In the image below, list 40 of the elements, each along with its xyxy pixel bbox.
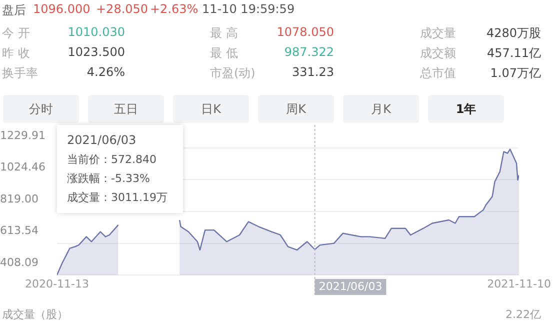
- text: +28.050: [96, 2, 148, 16]
- text: 4280万股: [486, 25, 541, 42]
- ref-line-label: 2021/06/03: [318, 280, 382, 293]
- text: 成交额: [420, 45, 456, 62]
- text: 昨 收: [2, 45, 30, 62]
- text: 457.11亿: [487, 45, 541, 62]
- text: 331.23: [292, 65, 334, 79]
- text: 换手率: [2, 65, 38, 82]
- text: 盘后: [2, 2, 26, 19]
- y-tick-label: 1024.46: [0, 160, 46, 174]
- text: 市盈(动): [210, 65, 256, 82]
- text: 月K: [371, 100, 391, 118]
- text: 今 开: [2, 25, 30, 42]
- x-tick-label: 2021-11-10: [487, 277, 552, 290]
- text: 4.26%: [86, 65, 125, 79]
- text: 11-10 19:59:59: [202, 2, 295, 16]
- y-tick-label: 408.09: [0, 256, 38, 269]
- annotation: 2021/06/03 当前价：572.840 涨跌幅：-5.33% 成交量：3011.19万: [67, 132, 168, 206]
- text: 1.07万亿: [490, 65, 541, 82]
- text: 分时: [29, 100, 53, 118]
- text: 五日: [114, 100, 138, 118]
- text: 1096.000: [33, 2, 90, 16]
- text: 1010.030: [68, 25, 125, 39]
- text: 总市值: [420, 65, 456, 82]
- text: 1078.050: [276, 25, 334, 39]
- text: 成交量: [420, 25, 456, 42]
- y-tick-label: 819.00: [0, 192, 38, 206]
- y-tick-label: 1229.91: [0, 128, 46, 142]
- y-tick-label: 613.54: [0, 224, 38, 238]
- text: 2.22亿: [506, 307, 541, 322]
- text: 1023.500: [68, 45, 125, 59]
- x-tick-label: 2020-11-13: [25, 277, 89, 290]
- text: 最 低: [210, 45, 238, 62]
- text: 成交量（股）: [2, 307, 68, 322]
- text: 987.322: [284, 45, 334, 59]
- text: 日K: [201, 100, 221, 118]
- text: 1年: [456, 100, 476, 118]
- text: 周K: [286, 100, 306, 118]
- text: 最 高: [210, 25, 238, 42]
- text: +2.63%: [150, 2, 198, 16]
